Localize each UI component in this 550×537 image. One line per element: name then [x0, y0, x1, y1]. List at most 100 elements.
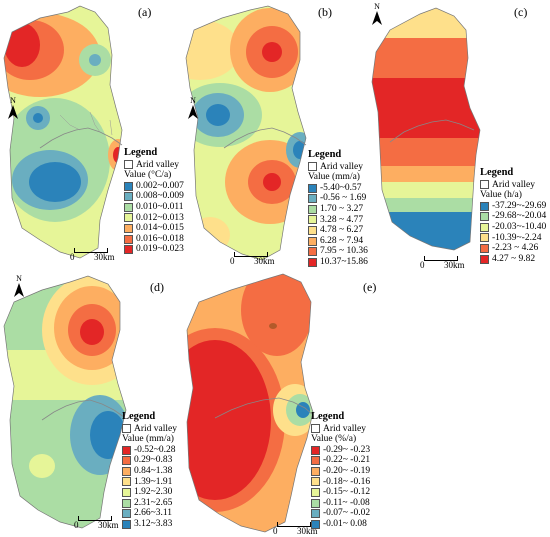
legend-e: Legend Arid valley Value (%/a) -0.29~ -0…	[311, 411, 370, 530]
legend-swatch	[308, 215, 317, 225]
legend-swatch	[124, 245, 133, 255]
legend-class-item: 4.27 ~ 9.82	[480, 254, 546, 265]
legend-class-label: 2.66~3.11	[134, 508, 173, 519]
legend-swatch	[308, 236, 317, 246]
panel-label: (b)	[318, 5, 332, 19]
legend-class-label: 1.39~1.91	[134, 476, 173, 487]
legend-swatch	[308, 183, 317, 193]
legend-class-label: -20.03~-10.40	[492, 221, 547, 232]
legend-swatch	[308, 257, 317, 267]
legend-class-label: 2.31~2.65	[134, 497, 173, 508]
panel-label: (a)	[138, 5, 152, 19]
legend-class-item: -20.03~-10.40	[480, 222, 546, 233]
legend-swatch	[311, 498, 320, 508]
legend-swatch	[311, 487, 320, 497]
legend-swatch	[122, 498, 131, 508]
legend-class-label: -0.56 ~ 1.69	[320, 193, 367, 204]
legend-class-item: -10.39~-2.24	[480, 233, 546, 244]
legend-swatch	[480, 243, 489, 253]
legend-class-item: -0.22~ -0.21	[311, 455, 370, 466]
legend-value-label: Value (mm/a)	[308, 172, 360, 183]
map-e-graphic	[186, 273, 314, 533]
map-a-graphic	[3, 5, 123, 259]
legend-swatch	[308, 204, 317, 214]
legend-class-item: 6.28 ~ 7.94	[308, 236, 368, 247]
legend-class-item: 10.37~15.86	[308, 257, 368, 268]
legend-swatch	[124, 223, 133, 233]
legend-class-item: -29.68~-20.04	[480, 211, 546, 222]
legend-class-item: 7.95 ~ 10.36	[308, 246, 368, 257]
legend-swatch	[308, 225, 317, 235]
legend-swatch	[124, 202, 133, 212]
map-panel-e: (e) Legend Arid valley Value (%/a) -0.29…	[185, 270, 420, 537]
legend-swatch	[122, 456, 131, 466]
legend-arid-row: Arid valley	[308, 162, 368, 173]
legend-class-item: 4.78 ~ 6.27	[308, 225, 368, 236]
legend-title: Legend	[480, 167, 514, 178]
legend-class-label: -0.01~ 0.08	[323, 518, 367, 529]
legend-classes: -0.29~ -0.23 -0.22~ -0.21 -0.20~ -0.19 -0.1…	[311, 445, 370, 530]
legend-class-item: 0.012~0.013	[124, 213, 184, 224]
legend-class-label: -2.23 ~ 4.26	[492, 243, 539, 254]
legend-class-item: 0.84~1.38	[122, 466, 177, 477]
panel-label: (e)	[363, 280, 377, 294]
legend-class-item: 2.66~3.11	[122, 508, 177, 519]
legend-class-label: 0.008~0.009	[136, 191, 184, 202]
legend-class-item: 0.008~0.009	[124, 191, 184, 202]
legend-value-label: Value (h/a)	[480, 190, 522, 201]
legend-swatch	[311, 445, 320, 455]
legend-swatch	[311, 477, 320, 487]
legend-class-item: -37.29~-29.69	[480, 201, 546, 212]
legend-class-label: 3.28 ~ 4.77	[320, 214, 364, 225]
map-c-graphic	[371, 7, 481, 251]
legend-swatch	[124, 213, 133, 223]
legend-class-label: 0.014~0.015	[136, 223, 184, 234]
legend-swatch	[480, 254, 489, 264]
legend-class-label: 6.28 ~ 7.94	[320, 235, 364, 246]
legend-class-item: 2.31~2.65	[122, 498, 177, 509]
legend-class-label: 0.012~0.013	[136, 212, 184, 223]
legend-class-item: 1.70 ~ 3.27	[308, 204, 368, 215]
legend-title: Legend	[122, 411, 156, 422]
legend-title: Legend	[311, 411, 345, 422]
legend-class-item: 1.39~1.91	[122, 477, 177, 488]
legend-class-label: -0.29~ -0.23	[323, 444, 371, 455]
legend-swatch	[480, 233, 489, 243]
legend-title: Legend	[308, 149, 342, 160]
legend-value-label: Value (mm/a)	[122, 434, 174, 445]
legend-classes: -37.29~-29.69 -29.68~-20.04 -20.03~-10.40-…	[480, 201, 546, 265]
legend-class-item: -0.18~ -0.16	[311, 477, 370, 488]
legend-arid-row: Arid valley	[311, 424, 370, 435]
panel-label: (d)	[150, 280, 164, 294]
legend-class-item: -0.20~ -0.19	[311, 466, 370, 477]
north-arrow-icon: N	[370, 2, 384, 27]
legend-swatch	[122, 509, 131, 519]
legend-class-item: 0.010~0.011	[124, 202, 184, 213]
legend-title: Legend	[124, 147, 158, 158]
legend-swatch	[124, 181, 133, 191]
legend-class-label: 0.002~0.007	[136, 180, 184, 191]
legend-class-label: -0.20~ -0.19	[323, 465, 371, 476]
legend-class-label: -0.52~0.28	[134, 444, 176, 455]
legend-class-item: 1.92~2.30	[122, 487, 177, 498]
legend-class-item: -2.23 ~ 4.26	[480, 243, 546, 254]
legend-class-item: 0.29~0.83	[122, 455, 177, 466]
legend-class-label: -5.40~0.57	[320, 182, 362, 193]
legend-swatch	[311, 509, 320, 519]
legend-class-item: 0.002~0.007	[124, 181, 184, 192]
legend-class-label: 1.70 ~ 3.27	[320, 203, 364, 214]
legend-class-label: -0.15~ -0.12	[323, 487, 371, 498]
legend-classes: 0.002~0.007 0.008~0.009 0.010~0.011 0.012~0…	[124, 181, 184, 255]
legend-class-item: 3.12~3.83	[122, 519, 177, 530]
legend-swatch	[122, 487, 131, 497]
legend-swatch	[308, 247, 317, 257]
legend-class-item: -0.52~0.28	[122, 445, 177, 456]
legend-class-label: 0.29~0.83	[134, 455, 173, 466]
legend-class-label: 4.27 ~ 9.82	[492, 253, 536, 264]
legend-class-label: 10.37~15.86	[320, 256, 368, 267]
legend-class-item: 0.016~0.018	[124, 234, 184, 245]
legend-class-label: -10.39~-2.24	[492, 232, 542, 243]
legend-class-label: 0.010~0.011	[136, 201, 184, 212]
legend-class-label: 0.016~0.018	[136, 233, 184, 244]
legend-swatch	[311, 466, 320, 476]
